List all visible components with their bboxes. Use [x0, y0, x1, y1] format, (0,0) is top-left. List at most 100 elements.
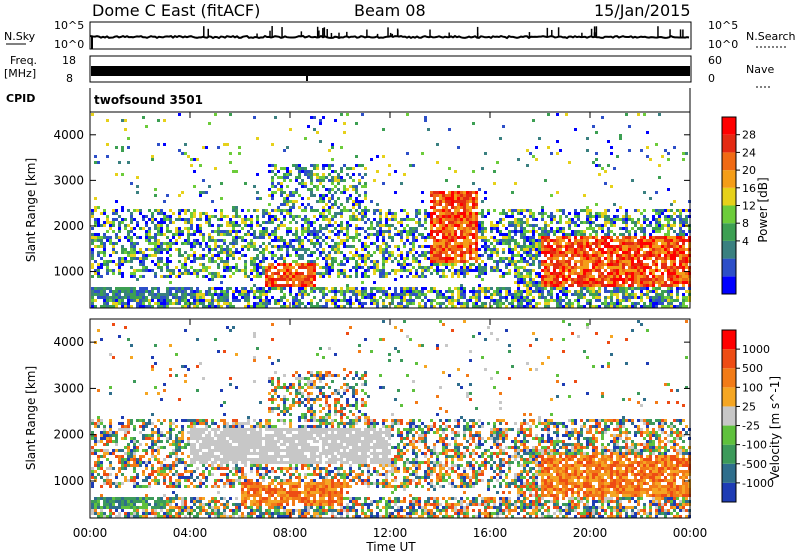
heatmap-cell — [109, 269, 112, 272]
heatmap-cell — [205, 215, 208, 218]
heatmap-cell — [229, 161, 232, 164]
heatmap-cell — [247, 302, 250, 305]
heatmap-cell — [685, 152, 688, 155]
heatmap-cell — [583, 236, 586, 239]
heatmap-cell — [430, 212, 433, 215]
heatmap-cell — [514, 290, 517, 293]
heatmap-cell — [667, 275, 670, 278]
heatmap-cell — [214, 245, 217, 248]
heatmap-cell — [334, 176, 337, 179]
heatmap-cell — [190, 266, 193, 269]
heatmap-cell — [382, 155, 385, 158]
heatmap-cell — [310, 239, 313, 242]
heatmap-cell — [205, 218, 208, 221]
heatmap-cell — [571, 242, 574, 245]
heatmap-cell — [586, 278, 589, 281]
heatmap-cell — [463, 245, 466, 248]
heatmap-cell — [457, 248, 460, 251]
heatmap-cell — [409, 233, 412, 236]
heatmap-cell — [493, 302, 496, 305]
heatmap-cell — [97, 329, 100, 332]
heatmap-cell — [115, 500, 118, 503]
heatmap-cell — [469, 227, 472, 230]
heatmap-cell — [178, 287, 181, 290]
heatmap-cell — [169, 272, 172, 275]
heatmap-cell — [376, 287, 379, 290]
heatmap-cell — [331, 215, 334, 218]
heatmap-cell — [223, 242, 226, 245]
heatmap-cell — [247, 248, 250, 251]
heatmap-cell — [352, 206, 355, 209]
heatmap-cell — [685, 221, 688, 224]
heatmap-cell — [652, 245, 655, 248]
heatmap-cell — [397, 269, 400, 272]
heatmap-cell — [253, 233, 256, 236]
heatmap-cell — [235, 242, 238, 245]
heatmap-cell — [460, 287, 463, 290]
heatmap-cell — [139, 227, 142, 230]
heatmap-cell — [346, 302, 349, 305]
heatmap-cell — [439, 227, 442, 230]
heatmap-cell — [301, 275, 304, 278]
heatmap-cell — [148, 302, 151, 305]
heatmap-cell — [664, 233, 667, 236]
heatmap-cell — [637, 245, 640, 248]
heatmap-cell — [322, 179, 325, 182]
heatmap-cell — [349, 251, 352, 254]
heatmap-cell — [643, 191, 646, 194]
heatmap-cell — [220, 287, 223, 290]
heatmap-cell — [283, 275, 286, 278]
heatmap-cell — [514, 248, 517, 251]
heatmap-cell — [439, 212, 442, 215]
heatmap-cell — [367, 209, 370, 212]
heatmap-cell — [529, 230, 532, 233]
heatmap-cell — [265, 209, 268, 212]
heatmap-cell — [235, 248, 238, 251]
heatmap-cell — [640, 242, 643, 245]
heatmap-cell — [640, 248, 643, 251]
heatmap-cell — [622, 245, 625, 248]
heatmap-cell — [580, 236, 583, 239]
heatmap-cell — [154, 275, 157, 278]
heatmap-cell — [211, 248, 214, 251]
heatmap-cell — [106, 443, 109, 446]
heatmap-cell — [301, 287, 304, 290]
heatmap-cell — [394, 269, 397, 272]
heatmap-cell — [484, 302, 487, 305]
heatmap-cell — [574, 215, 577, 218]
heatmap-cell — [178, 275, 181, 278]
heatmap-cell — [364, 209, 367, 212]
heatmap-cell — [298, 287, 301, 290]
heatmap-cell — [490, 251, 493, 254]
heatmap-cell — [310, 290, 313, 293]
heatmap-cell — [481, 290, 484, 293]
heatmap-cell — [523, 305, 526, 308]
heatmap-cell — [313, 296, 316, 299]
heatmap-cell — [112, 221, 115, 224]
heatmap-cell — [661, 263, 664, 266]
heatmap-cell — [157, 230, 160, 233]
heatmap-cell — [97, 449, 100, 452]
heatmap-cell — [562, 233, 565, 236]
heatmap-cell — [301, 167, 304, 170]
heatmap-cell — [226, 302, 229, 305]
heatmap-cell — [436, 215, 439, 218]
heatmap-cell — [541, 233, 544, 236]
heatmap-cell — [487, 257, 490, 260]
heatmap-cell — [154, 188, 157, 191]
heatmap-cell — [592, 269, 595, 272]
heatmap-cell — [679, 305, 682, 308]
heatmap-cell — [301, 230, 304, 233]
heatmap-cell — [613, 215, 616, 218]
heatmap-cell — [442, 245, 445, 248]
heatmap-cell — [94, 233, 97, 236]
heatmap-cell — [229, 224, 232, 227]
heatmap-cell — [268, 281, 271, 284]
heatmap-cell — [109, 260, 112, 263]
heatmap-cell — [151, 287, 154, 290]
heatmap-cell — [457, 185, 460, 188]
heatmap-cell — [115, 440, 118, 443]
heatmap-cell — [121, 275, 124, 278]
heatmap-cell — [460, 260, 463, 263]
heatmap-cell — [517, 209, 520, 212]
